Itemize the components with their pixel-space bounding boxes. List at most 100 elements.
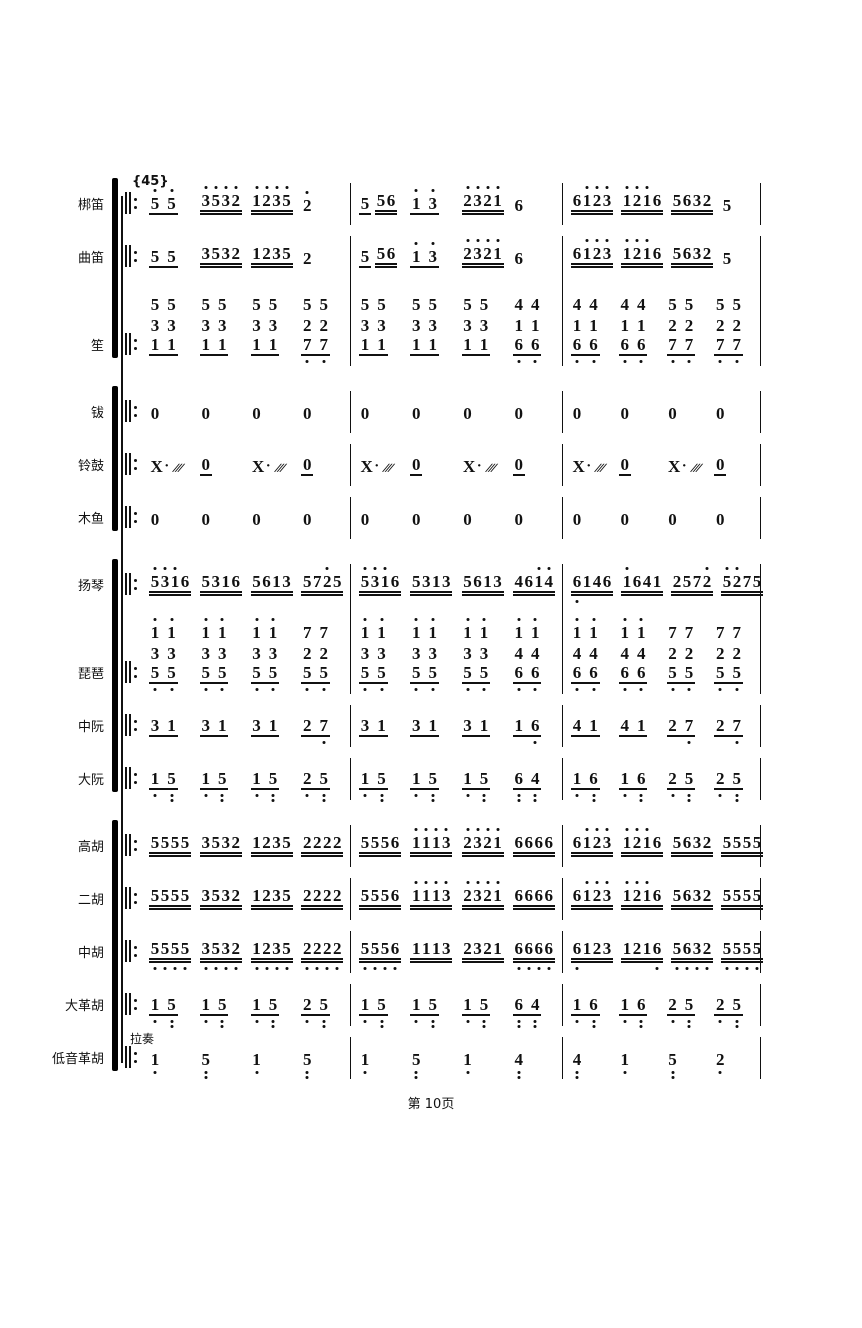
note: 5 [428,996,437,1028]
tremolo-mark: /// [172,463,185,474]
note: 3 [473,239,482,262]
note: 2 [633,881,642,904]
note: 4 [637,644,646,663]
beam-group: 2 [301,191,313,215]
note: 6 [390,572,400,591]
beam-group: 0 [251,405,263,423]
repeat-dots [134,892,137,904]
note: 1 [514,618,523,641]
beat-cell: 0 [196,456,247,476]
note: 4 [589,644,598,663]
note: 7 [319,336,328,363]
instrument-label: 低音革胡 [51,1052,104,1067]
note: 5 [252,295,261,314]
note: 5 [380,833,390,852]
beam-group: 0 [513,405,525,423]
note: 6 [531,664,540,691]
beat-cell: 5 [717,250,758,268]
beam-group: 0 [200,405,212,423]
note: 5 [218,996,227,1028]
note: 1 [534,567,543,590]
note: 5 [480,996,489,1028]
note: 3 [221,833,231,852]
instrument-label: 木鱼 [77,512,104,527]
note: 5 [682,572,692,591]
note: 3 [252,644,261,663]
repeat-barlines [125,453,131,475]
note: 5 [733,940,742,970]
note: 1 [531,618,540,641]
note: 6 [534,886,544,905]
note: 6 [524,940,533,970]
note: 0 [150,510,160,529]
note: 6 [524,833,534,852]
note: 5 [319,664,328,691]
note: 1 [643,828,652,851]
note: 5 [170,833,180,852]
note: 5 [685,664,694,691]
note: 5 [752,886,762,905]
note: 1 [361,618,370,641]
beat-cell: 0 [406,405,457,423]
instrument-group: 梆笛 5 5 3 5 3 2 1 2 3 5 2 5 5 6 1 3 2 3 2 1 6 6 1 2 3 1 2 1 6 5 6 3 2 5 曲笛 5 5… [0,172,862,366]
note: 1 [583,828,592,851]
note: 2 [323,940,332,970]
note: 5 [201,572,211,591]
note: 1 [360,335,370,354]
note: 0 [716,510,725,529]
note: 5 [161,940,170,970]
note: 5 [732,886,742,905]
note: 2 [732,644,742,663]
tremolo-mark: /// [382,463,395,474]
note: 6 [589,770,598,802]
beam-group: 0 [301,405,313,423]
note: 3 [272,244,281,263]
note: 5 [252,664,261,691]
beam-group: 0 [410,511,422,529]
note: 7 [732,623,742,642]
note: 0 [716,404,725,423]
beam-group: 2 [714,1051,726,1074]
note: 1 [493,186,502,209]
beat-cell: 0 [615,456,663,476]
note: 1 [573,996,582,1023]
note: 0 [463,510,472,529]
beat-cell: X ·/// [663,458,711,476]
begin-repeat-sign [125,333,137,355]
note: 1 [582,939,592,958]
note: 3 [252,316,261,335]
note: 1 [412,996,421,1023]
beat-cell: 1 [615,1051,663,1074]
